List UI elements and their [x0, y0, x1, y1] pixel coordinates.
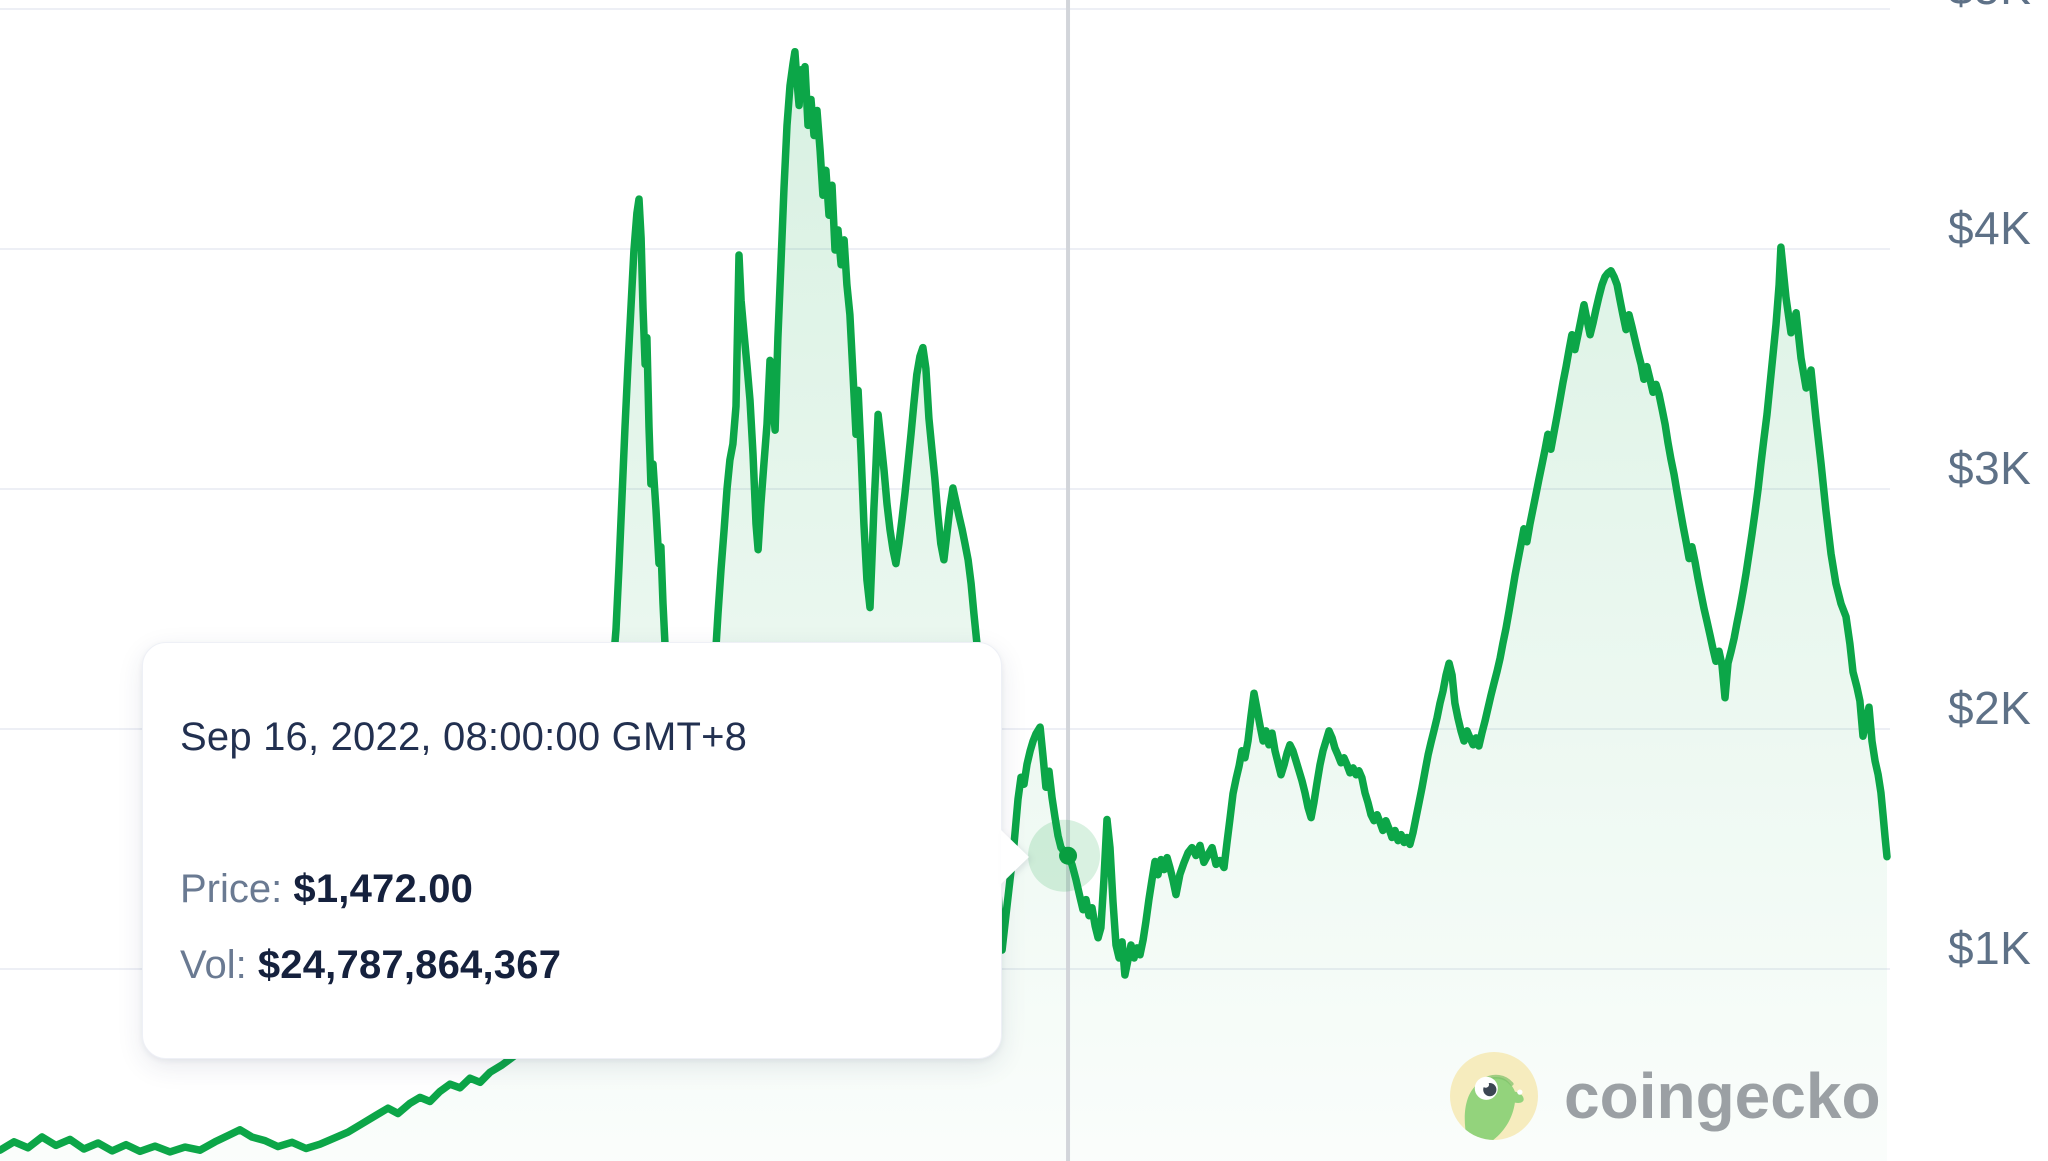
tooltip-vol-value: $24,787,864,367	[257, 943, 562, 987]
price-area-fill	[0, 51, 1887, 1161]
tooltip-price-row: Price: $1,472.00	[180, 867, 1001, 911]
coingecko-gecko-icon	[1450, 1052, 1538, 1140]
coingecko-watermark: coingecko	[1450, 1052, 1881, 1140]
tooltip-vol-label: Vol:	[180, 943, 247, 987]
y-axis-label: $1K	[1948, 922, 2032, 974]
y-axis-label: $2K	[1948, 682, 2032, 734]
tooltip-price-value: $1,472.00	[293, 867, 474, 911]
tooltip-date: Sep 16, 2022, 08:00:00 GMT+8	[180, 715, 748, 759]
y-axis-label: $5K	[1948, 0, 2031, 11]
hover-point-dot[interactable]	[1059, 846, 1078, 865]
price-tooltip: Sep 16, 2022, 08:00:00 GMT+8 Price: $1,4…	[142, 642, 1002, 1059]
y-axis-label: $4K	[1948, 202, 2032, 254]
y-axis-label: $3K	[1948, 442, 2032, 494]
watermark-text: coingecko	[1564, 1060, 1881, 1132]
tooltip-arrow	[1001, 830, 1029, 884]
tooltip-price-label: Price:	[180, 867, 283, 911]
tooltip-vol-row: Vol: $24,787,864,367	[180, 943, 1001, 987]
